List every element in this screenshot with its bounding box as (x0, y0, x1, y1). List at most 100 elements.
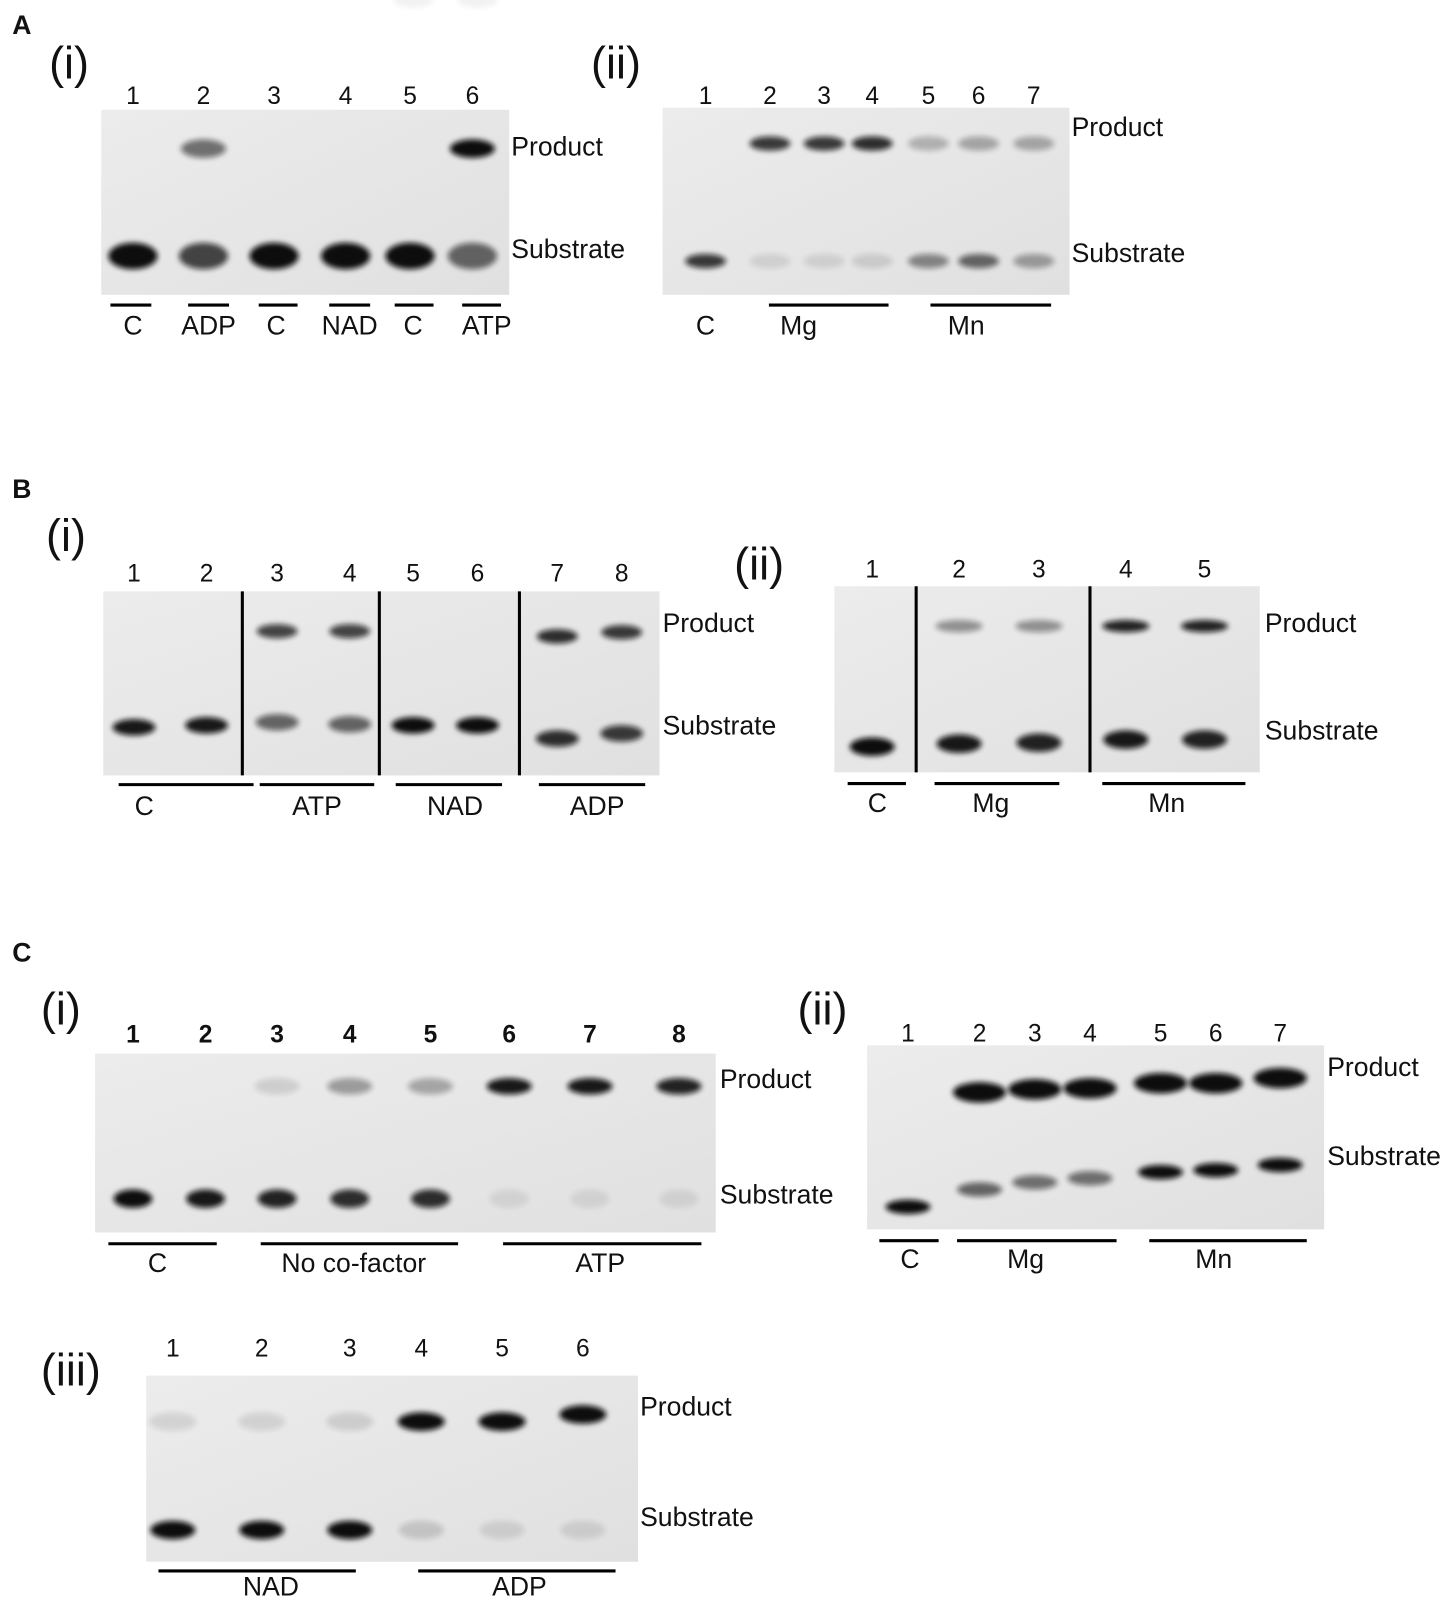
substrate-band (1067, 1171, 1113, 1186)
group-label: NAD (243, 1571, 299, 1601)
subpanel-label: (i) (49, 38, 89, 89)
product-band (457, 0, 498, 8)
lane-number: 5 (1198, 556, 1212, 583)
product-band (1102, 619, 1150, 633)
lane-number: 3 (1028, 1021, 1042, 1048)
substrate-band (907, 253, 949, 269)
product-band (952, 1082, 1007, 1103)
lane-number: 6 (972, 83, 986, 110)
substrate-band (958, 253, 999, 269)
band-label: Substrate (1072, 238, 1186, 268)
product-band (803, 136, 845, 151)
lane-number: 2 (973, 1021, 987, 1048)
substrate-band (150, 1520, 196, 1540)
group-label: Mn (1195, 1244, 1232, 1274)
product-band (254, 1078, 300, 1095)
substrate-band (447, 242, 497, 270)
substrate-band (803, 253, 845, 269)
product-band (407, 1078, 453, 1095)
product-band (1015, 619, 1063, 633)
group-label: NAD (322, 311, 378, 341)
subpanel-label: (i) (46, 510, 86, 561)
substrate-band (330, 1189, 370, 1208)
substrate-band (535, 730, 579, 747)
product-band (559, 1405, 607, 1424)
product-band (1253, 1067, 1307, 1089)
substrate-band (1013, 253, 1055, 269)
lane-number: 6 (466, 83, 480, 110)
product-band (851, 136, 893, 151)
substrate-band (1182, 730, 1228, 749)
substrate-band (239, 1520, 285, 1540)
product-band (907, 136, 949, 151)
lane-number: 4 (343, 1022, 357, 1049)
group-label: ADP (492, 1571, 547, 1601)
product-band (1189, 1072, 1243, 1094)
lane-number: 5 (403, 83, 417, 110)
lane-number: 4 (343, 560, 357, 587)
lane-number: 5 (922, 83, 936, 110)
lane-number: 4 (1083, 1021, 1097, 1048)
substrate-band (851, 253, 893, 269)
substrate-band (385, 242, 435, 270)
group-label: C (868, 788, 887, 818)
group-label: No co-factor (281, 1248, 426, 1278)
band-label: Substrate (1265, 715, 1379, 745)
substrate-band (257, 1189, 297, 1208)
substrate-band (749, 253, 791, 269)
group-label: ADP (181, 311, 236, 341)
substrate-band (249, 242, 299, 270)
lane-number: 2 (763, 83, 777, 110)
substrate-band (456, 717, 499, 734)
substrate-band (560, 1520, 606, 1540)
lane-number: 6 (576, 1336, 590, 1363)
lane-number: 3 (1032, 556, 1046, 583)
substrate-band (178, 242, 229, 270)
band-label: Substrate (720, 1180, 834, 1210)
group-label: NAD (427, 791, 483, 821)
substrate-band (685, 253, 726, 269)
band-label: Product (1265, 608, 1357, 638)
substrate-band (328, 716, 372, 733)
substrate-band (391, 717, 435, 734)
lane-number: 7 (1027, 83, 1041, 110)
lane-number: 5 (406, 560, 420, 587)
band-label: Product (1327, 1052, 1419, 1082)
subpanel-label: (ii) (591, 38, 641, 89)
lane-number: 1 (127, 560, 141, 587)
band-label: Product (1072, 112, 1164, 142)
product-band (326, 1412, 374, 1431)
band-label: Substrate (640, 1502, 754, 1532)
lane-number: 2 (199, 1022, 213, 1049)
subpanel-label: (ii) (798, 984, 848, 1035)
product-band (601, 625, 643, 640)
band-label: Substrate (511, 234, 625, 264)
substrate-band (112, 719, 156, 736)
substrate-band (489, 1189, 529, 1208)
product-band (1008, 1079, 1062, 1100)
substrate-band (185, 717, 229, 734)
lane-number: 4 (865, 83, 879, 110)
product-band (486, 1078, 532, 1095)
group-label: C (403, 311, 422, 341)
product-band (256, 624, 298, 639)
lane-number: 5 (495, 1336, 509, 1363)
lane-number: 2 (200, 560, 214, 587)
lane-number: 1 (865, 556, 879, 583)
group-label: Mg (780, 311, 817, 341)
product-band (656, 1078, 702, 1095)
panel-label: C (12, 937, 31, 967)
group-label: ATP (292, 791, 342, 821)
product-band (327, 1078, 373, 1095)
product-band (935, 619, 983, 633)
substrate-band (570, 1189, 610, 1208)
lane-number: 1 (699, 83, 713, 110)
substrate-band (1103, 730, 1149, 749)
lane-number: 1 (126, 1022, 140, 1049)
product-band (329, 624, 371, 639)
subpanel-label: (iii) (41, 1344, 101, 1395)
lane-number: 8 (672, 1022, 686, 1049)
lane-number: 5 (1154, 1021, 1168, 1048)
lane-number: 7 (583, 1022, 597, 1049)
